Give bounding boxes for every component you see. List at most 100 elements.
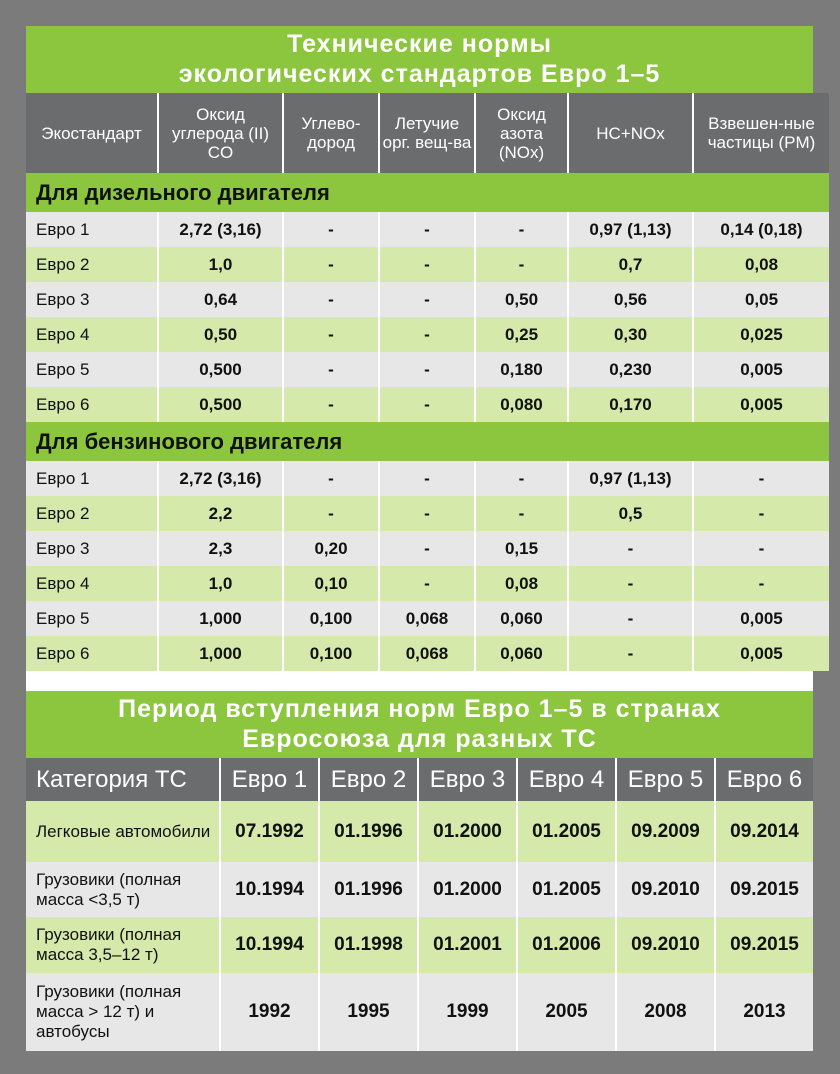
value-cell: 0,005: [694, 387, 829, 422]
date-cell: 07.1992: [221, 801, 318, 862]
column-header: Евро 4: [518, 758, 615, 801]
value-cell: -: [380, 461, 474, 496]
column-header: Евро 5: [617, 758, 714, 801]
value-cell: -: [694, 566, 829, 601]
value-cell: 0,060: [476, 636, 567, 671]
value-cell: -: [569, 601, 692, 636]
value-cell: -: [284, 247, 378, 282]
value-cell: 1,000: [159, 636, 282, 671]
value-cell: 0,56: [569, 282, 692, 317]
value-cell: 0,64: [159, 282, 282, 317]
value-cell: 0,08: [694, 247, 829, 282]
table-row: Евро 2 2,2- - -0,5-: [26, 496, 829, 531]
value-cell: 0,025: [694, 317, 829, 352]
column-header: Евро 1: [221, 758, 318, 801]
date-cell: 1992: [221, 973, 318, 1051]
standard-name: Евро 1: [26, 461, 157, 496]
date-cell: 01.2006: [518, 917, 615, 973]
value-cell: -: [380, 566, 474, 601]
value-cell: 0,500: [159, 387, 282, 422]
date-cell: 01.2001: [419, 917, 516, 973]
value-cell: -: [694, 531, 829, 566]
title-line: Период вступления норм Евро 1–5 в страна…: [118, 695, 721, 723]
value-cell: -: [284, 496, 378, 531]
vehicle-category: Грузовики (полная масса 3,5–12 т): [26, 917, 219, 973]
adoption-period-table: Категория ТС Евро 1 Евро 2 Евро 3 Евро 4 Евро…: [24, 758, 815, 1051]
column-header: Углево-дород: [284, 93, 378, 173]
value-cell: 2,72 (3,16): [159, 212, 282, 247]
standard-name: Евро 5: [26, 601, 157, 636]
value-cell: -: [380, 387, 474, 422]
value-cell: 0,068: [380, 636, 474, 671]
value-cell: -: [380, 317, 474, 352]
vehicle-category: Грузовики (полная масса > 12 т) и автобу…: [26, 973, 219, 1051]
date-cell: 09.2015: [716, 917, 813, 973]
emission-standards-panel: Технические нормы экологических стандарт…: [24, 26, 829, 1051]
standard-name: Евро 1: [26, 212, 157, 247]
value-cell: -: [284, 387, 378, 422]
value-cell: 0,14 (0,18): [694, 212, 829, 247]
value-cell: -: [569, 531, 692, 566]
table-row: Евро 4 1,0 0,10-0,08- -: [26, 566, 829, 601]
date-cell: 10.1994: [221, 917, 318, 973]
standard-name: Евро 4: [26, 317, 157, 352]
value-cell: -: [380, 496, 474, 531]
standard-name: Евро 4: [26, 566, 157, 601]
value-cell: 0,30: [569, 317, 692, 352]
table-row: Евро 1 2,72 (3,16) - - -0,97 (1,13) 0,14 (0,1…: [26, 212, 829, 247]
date-cell: 10.1994: [221, 862, 318, 917]
table-row: Евро 5 1,000 0,100 0,068 0,060-0,005: [26, 601, 829, 636]
table-row: Евро 6 1,000 0,100 0,068 0,060-0,005: [26, 636, 829, 671]
value-cell: 0,08: [476, 566, 567, 601]
value-cell: -: [284, 282, 378, 317]
value-cell: 0,20: [284, 531, 378, 566]
table-row: Евро 5 0,500- -0,180 0,230 0,005: [26, 352, 829, 387]
value-cell: 0,50: [159, 317, 282, 352]
date-cell: 2008: [617, 973, 714, 1051]
column-header: Евро 3: [419, 758, 516, 801]
table-row: Грузовики (полная масса > 12 т) и автобу…: [26, 973, 813, 1051]
section-label: Для дизельного двигателя: [26, 173, 829, 212]
value-cell: -: [284, 317, 378, 352]
date-cell: 01.2000: [419, 862, 516, 917]
date-cell: 01.1998: [320, 917, 417, 973]
value-cell: 0,50: [476, 282, 567, 317]
column-header: Оксид углерода (II) CO: [159, 93, 282, 173]
table-row: Евро 4 0,50- -0,25 0,30 0,025: [26, 317, 829, 352]
title-line: экологических стандартов Евро 1–5: [178, 60, 661, 88]
date-cell: 01.1996: [320, 801, 417, 862]
value-cell: 0,080: [476, 387, 567, 422]
vehicle-category: Грузовики (полная масса <3,5 т): [26, 862, 219, 917]
value-cell: -: [569, 636, 692, 671]
value-cell: 2,2: [159, 496, 282, 531]
value-cell: 2,72 (3,16): [159, 461, 282, 496]
date-cell: 09.2010: [617, 862, 714, 917]
date-cell: 09.2014: [716, 801, 813, 862]
value-cell: 0,060: [476, 601, 567, 636]
standard-name: Евро 3: [26, 531, 157, 566]
value-cell: -: [284, 461, 378, 496]
table-row: Евро 1 2,72 (3,16) - - -0,97 (1,13) -: [26, 461, 829, 496]
column-header: Категория ТС: [26, 758, 219, 801]
column-header: Оксид азота (NOx): [476, 93, 567, 173]
value-cell: 0,5: [569, 496, 692, 531]
title-line: Евросоюза для разных ТС: [242, 725, 597, 753]
value-cell: 1,0: [159, 566, 282, 601]
table-row: Евро 3 0,64- -0,50 0,56 0,05: [26, 282, 829, 317]
column-header: Летучие орг. вещ-ва: [380, 93, 474, 173]
column-header: Евро 6: [716, 758, 813, 801]
value-cell: 0,180: [476, 352, 567, 387]
table-row: Евро 3 2,3 0,20-0,15- -: [26, 531, 829, 566]
date-cell: 1999: [419, 973, 516, 1051]
value-cell: 0,10: [284, 566, 378, 601]
value-cell: 0,100: [284, 636, 378, 671]
date-cell: 2005: [518, 973, 615, 1051]
date-cell: 01.2000: [419, 801, 516, 862]
value-cell: -: [380, 247, 474, 282]
value-cell: 0,05: [694, 282, 829, 317]
value-cell: -: [380, 531, 474, 566]
value-cell: 2,3: [159, 531, 282, 566]
standard-name: Евро 5: [26, 352, 157, 387]
vehicle-category: Легковые автомобили: [26, 801, 219, 862]
value-cell: -: [380, 212, 474, 247]
